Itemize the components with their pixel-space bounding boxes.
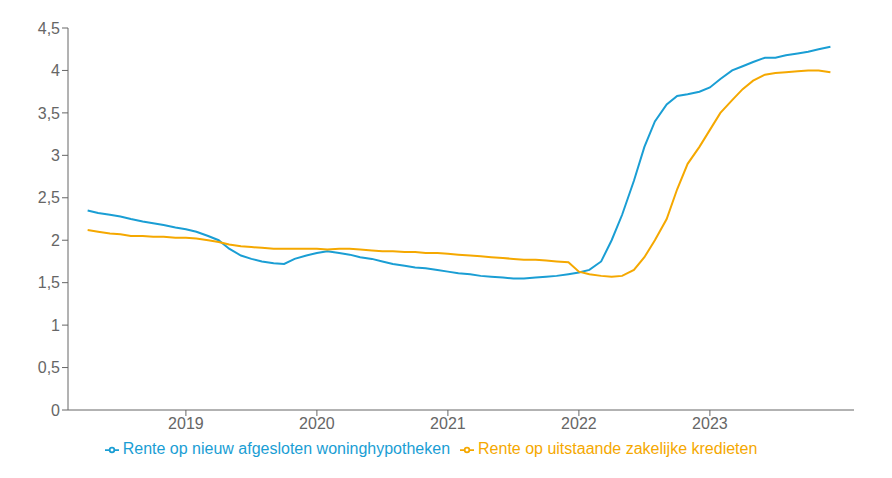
svg-text:4: 4 [51,62,60,79]
svg-text:3: 3 [51,147,60,164]
svg-text:2020: 2020 [299,415,335,432]
svg-text:2023: 2023 [692,415,728,432]
svg-text:0,5: 0,5 [38,359,60,376]
svg-text:2: 2 [51,232,60,249]
svg-text:1,5: 1,5 [38,274,60,291]
svg-text:2021: 2021 [430,415,466,432]
svg-text:3,5: 3,5 [38,105,60,122]
svg-text:2019: 2019 [168,415,204,432]
svg-text:4,5: 4,5 [38,20,60,37]
svg-text:2,5: 2,5 [38,189,60,206]
svg-text:2022: 2022 [561,415,597,432]
html-text:Rente op uitstaande zakelijke: Rente op uitstaande zakelijke kredieten [478,440,758,457]
svg-text:1: 1 [51,317,60,334]
svg-text:0: 0 [51,402,60,419]
html-text:Rente op nieuw afgesloten woni: Rente op nieuw afgesloten woninghypothek… [122,440,450,457]
